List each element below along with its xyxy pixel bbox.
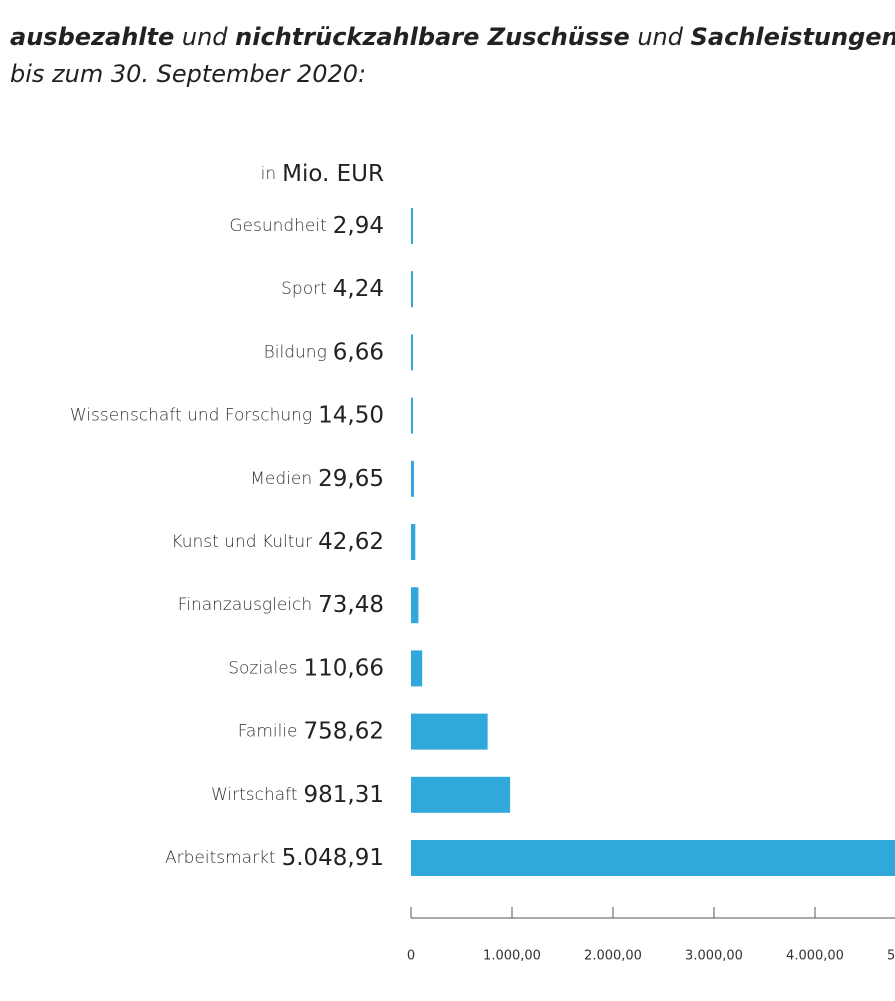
- bar: [411, 208, 413, 244]
- unit-label: in Mio. EUR: [261, 161, 384, 187]
- category-name: Wirtschaft: [211, 785, 298, 805]
- category-label: Familie 758,62: [238, 718, 384, 744]
- category-label: Wissenschaft und Forschung 14,50: [70, 402, 384, 428]
- category-label: Gesundheit 2,94: [229, 213, 384, 239]
- bar: [411, 650, 423, 687]
- value-label: 4,24: [333, 276, 384, 302]
- category-label: Wirtschaft 981,31: [211, 781, 384, 807]
- category-name: Kunst und Kultur: [171, 532, 312, 552]
- bar: [411, 271, 413, 308]
- category-name: Sport: [281, 279, 327, 299]
- x-tick-label: 2.000,00: [584, 949, 642, 964]
- title-part: nichtrückzahlbare Zuschüsse: [235, 23, 630, 51]
- value-label: 14,50: [318, 402, 384, 428]
- category-label: Arbeitsmarkt 5.048,91: [165, 845, 384, 871]
- bar: [411, 397, 413, 434]
- bar: [411, 460, 414, 497]
- value-label: 73,48: [318, 592, 384, 618]
- bar: [411, 334, 413, 371]
- value-label: 5.048,91: [282, 845, 384, 871]
- title-part: Sachleistungen: [691, 23, 895, 51]
- value-label: 110,66: [304, 655, 384, 681]
- bar: [411, 713, 488, 750]
- x-tick-label: 4.000,00: [786, 949, 844, 964]
- category-label: Kunst und Kultur 42,62: [171, 529, 384, 555]
- title-part: und: [630, 23, 691, 51]
- category-label: Finanzausgleich 73,48: [178, 592, 384, 618]
- value-label: 2,94: [333, 213, 384, 239]
- category-name: Soziales: [228, 658, 297, 678]
- bar: [411, 776, 511, 813]
- category-label: Sport 4,24: [281, 276, 384, 302]
- value-label: 42,62: [318, 529, 384, 555]
- x-tick-label: 0: [407, 949, 415, 964]
- value-label: 981,31: [304, 781, 384, 807]
- title-part: und: [174, 23, 235, 51]
- category-name: Gesundheit: [229, 216, 326, 236]
- x-tick-label: 1.000,00: [483, 949, 541, 964]
- category-name: Medien: [250, 469, 312, 489]
- value-label: 29,65: [318, 465, 384, 491]
- x-tick-label: 3.000,00: [685, 949, 743, 964]
- x-tick-label: 5.000,00: [887, 949, 895, 964]
- category-name: Bildung: [264, 342, 327, 362]
- unit: Mio. EUR: [282, 161, 384, 187]
- value-label: 6,66: [333, 339, 384, 365]
- bar: [411, 524, 416, 560]
- category-label: Medien 29,65: [250, 465, 384, 491]
- unit-prefix: in: [261, 164, 277, 184]
- chart-subtitle: bis zum 30. September 2020:: [10, 60, 366, 88]
- category-name: Finanzausgleich: [178, 595, 312, 615]
- bar: [411, 587, 419, 624]
- value-label: 758,62: [304, 718, 384, 744]
- chart-title: ausbezahlte und nichtrückzahlbare Zuschü…: [10, 23, 895, 51]
- bar: [411, 840, 895, 876]
- category-name: Wissenschaft und Forschung: [70, 406, 312, 426]
- title-part: ausbezahlte: [10, 23, 174, 51]
- category-name: Arbeitsmarkt: [165, 848, 276, 868]
- category-label: Soziales 110,66: [228, 655, 384, 681]
- category-name: Familie: [238, 722, 298, 742]
- category-label: Bildung 6,66: [264, 339, 384, 365]
